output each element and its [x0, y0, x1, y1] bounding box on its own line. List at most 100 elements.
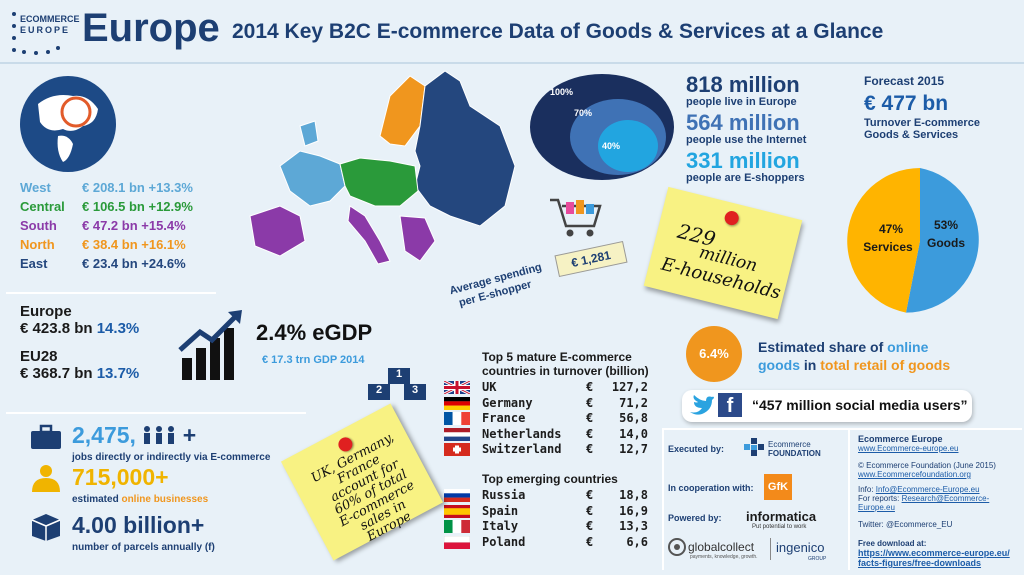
shopping-cart-icon — [550, 198, 602, 237]
pie-services-pct: 47% — [878, 222, 904, 236]
europe-label: Europe — [20, 303, 72, 320]
footer-download-link2[interactable]: facts-figures/free-downloads — [858, 558, 982, 568]
online-share-text-a: Estimated share of — [758, 339, 888, 355]
foundation-line2: FOUNDATION — [768, 449, 821, 458]
business-value: 715,000+ — [72, 464, 169, 490]
circle-mid-label: 70% — [574, 108, 593, 118]
growth-chart-icon — [178, 310, 242, 380]
jobs-value: 2,475, + — [72, 422, 196, 449]
population-circles — [530, 74, 674, 180]
footer-reports-label: For reports: — [858, 494, 902, 503]
value: 71,2 — [619, 395, 648, 410]
divider — [662, 428, 1022, 430]
currency: € — [586, 442, 594, 456]
region-name: North — [20, 237, 55, 252]
switzerland-flag-icon — [444, 443, 470, 456]
region-row-central: Central € 106.5 bn +12.9% — [20, 199, 220, 218]
ingenico-logo: ingenico — [776, 540, 825, 555]
footer-reports-link[interactable]: Research@Ecommerce-Europe.eu — [858, 494, 990, 512]
podium-third: 3 — [404, 384, 426, 400]
executed-by-label: Executed by: — [668, 444, 725, 454]
top5-title-line1: Top 5 mature E-commerce — [482, 350, 632, 364]
value: 56,8 — [619, 411, 648, 425]
logo-text: ECOMMERCE EUROPE — [20, 14, 80, 36]
country-name: Russia — [482, 488, 526, 502]
people-icon — [144, 426, 175, 444]
podium-second: 2 — [368, 384, 390, 400]
informatica-logo: informatica — [746, 509, 817, 524]
stat-eshoppers-big: 331 million — [686, 148, 800, 173]
list-item: Switzerland € 12,7 — [444, 442, 654, 458]
region-name: Central — [20, 199, 65, 214]
uk-flag-icon — [444, 381, 470, 394]
list-item: France € 56,8 — [444, 411, 654, 427]
gfk-logo: GfK — [764, 474, 792, 500]
forecast-desc2: Goods & Services — [864, 129, 959, 141]
list-item: Netherlands € 14,0 — [444, 427, 654, 443]
forecast-value: € 477 bn — [864, 92, 949, 115]
stat-internet-big: 564 million — [686, 110, 800, 135]
online-share-text-c: goods — [758, 357, 800, 373]
region-row-north: North € 38.4 bn +16.1% — [20, 237, 220, 256]
households-note: 229 million E-households — [643, 186, 803, 320]
footer-org-link[interactable]: www.Ecommerce-europe.eu — [858, 444, 959, 453]
country-name: Spain — [482, 503, 519, 518]
country-name: Italy — [482, 519, 519, 533]
value: 18,8 — [619, 488, 648, 502]
spending-tag: € 1,281 — [554, 240, 628, 278]
list-item: Russia € 18,8 — [444, 488, 654, 504]
footer-download-link1[interactable]: https://www.ecommerce-europe.eu/ — [858, 548, 1010, 558]
stat-europe-big: 818 million — [686, 72, 800, 97]
footer-copyright-link[interactable]: www.Ecommercefoundation.org — [858, 470, 971, 479]
footer-reports-line: For reports: Research@Ecommerce-Europe.e… — [858, 494, 1022, 512]
footer-info-label: Info: — [858, 485, 876, 494]
europe-growth: 14.3% — [96, 320, 140, 337]
globalcollect-tag: payments, knowledge, growth. — [690, 554, 758, 560]
region-value: € 106.5 bn +12.9% — [82, 199, 193, 214]
forecast-desc1: Turnover E-commerce — [864, 117, 980, 129]
value: 12,7 — [619, 442, 648, 456]
footer-copyright: © Ecommerce Foundation (June 2015) — [858, 461, 996, 470]
stat-internet-small: people use the Internet — [686, 134, 807, 146]
top5-title: Top 5 mature E-commerce countries in tur… — [482, 350, 649, 378]
country-name: Switzerland — [482, 442, 562, 456]
eu28-growth: 13.7% — [96, 365, 140, 382]
value: 13,3 — [619, 519, 648, 533]
region-row-west: West € 208.1 bn +13.3% — [20, 180, 220, 199]
foundation-logo-text: Ecommerce FOUNDATION — [768, 440, 821, 458]
region-row-east: East € 23.4 bn +24.6% — [20, 256, 220, 275]
person-icon — [32, 465, 60, 492]
egdp-sub: € 17.3 trn GDP 2014 — [262, 354, 365, 366]
emerging-title: Top emerging countries — [482, 472, 618, 486]
divider — [770, 538, 771, 560]
business-desc-a: estimated — [72, 494, 122, 505]
germany-flag-icon — [444, 396, 470, 410]
europe-map — [249, 70, 516, 265]
currency: € — [586, 395, 594, 410]
header-bar — [0, 0, 1024, 64]
region-name: West — [20, 180, 51, 195]
france-flag-icon — [444, 412, 470, 425]
region-name: East — [20, 256, 48, 271]
top5-list: UK € 127,2 Germany € 71,2 France € 56,8 … — [444, 380, 654, 458]
facebook-icon: f — [718, 393, 742, 417]
list-item: Spain € 16,9 — [444, 504, 654, 520]
forecast-label: Forecast 2015 — [864, 74, 945, 88]
logo-line2: EUROPE — [20, 25, 71, 35]
jobs-plus: + — [182, 422, 197, 448]
footer-info-link[interactable]: Info@Ecommerce-Europe.eu — [875, 485, 980, 494]
informatica-tag: Put potential to work — [752, 524, 807, 530]
currency: € — [586, 488, 594, 502]
online-share-text-e: total retail of goods — [820, 357, 951, 373]
region-row-south: South € 47.2 bn +15.4% — [20, 218, 220, 237]
country-name: Netherlands — [482, 426, 562, 441]
eu28-value: € 368.7 bn — [20, 365, 93, 382]
forecast-desc: Turnover E-commerce Goods & Services — [864, 117, 980, 141]
regions-list: West € 208.1 bn +13.3% Central € 106.5 bn … — [20, 180, 220, 275]
goods-services-pie — [847, 168, 979, 313]
top5-title-line2: countries in turnover (billion) — [482, 364, 649, 378]
list-item: UK € 127,2 — [444, 380, 654, 396]
pie-services-name: Services — [863, 240, 913, 254]
egdp-value: 2.4% eGDP — [256, 320, 373, 345]
eu-stars-logo-icon — [12, 12, 60, 55]
